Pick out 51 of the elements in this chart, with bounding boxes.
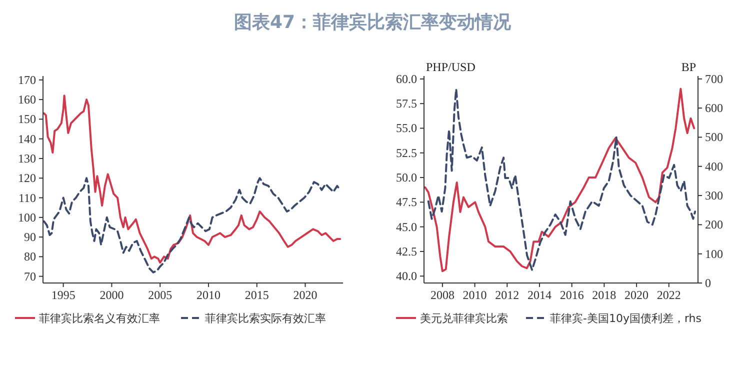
y2-tick-label: 0 <box>705 276 711 290</box>
y-tick-label: 70 <box>24 269 36 284</box>
y2-tick-label: 600 <box>705 101 723 116</box>
x-tick-label: 2010 <box>462 288 487 302</box>
x-tick-label: 2022 <box>656 288 681 302</box>
y-tick-label: 55.0 <box>396 121 417 136</box>
y-tick-label: 130 <box>18 151 36 166</box>
y-tick-label: 60.0 <box>396 72 417 86</box>
y-tick-label: 52.5 <box>396 146 417 160</box>
y-tick-label: 100 <box>18 210 36 224</box>
y2-tick-label: 500 <box>705 130 723 144</box>
y-tick-label: 90 <box>24 230 36 244</box>
y-tick-label: 140 <box>18 132 36 146</box>
y2-tick-label: 100 <box>705 246 723 261</box>
x-tick-label: 2016 <box>560 288 584 302</box>
y-tick-label: 120 <box>18 171 36 186</box>
x-tick-label: 2015 <box>244 288 269 302</box>
y2-axis-title: BP <box>681 60 696 74</box>
x-tick-label: 2014 <box>527 288 552 302</box>
x-tick-label: 1995 <box>51 288 76 302</box>
legend-label: 菲律宾-美国10y国债利差，rhs <box>550 312 702 325</box>
y-tick-label: 170 <box>18 72 36 87</box>
line-series <box>42 177 342 274</box>
y-tick-label: 47.5 <box>396 195 417 210</box>
y2-tick-label: 300 <box>705 188 723 203</box>
legend-label: 美元兑菲律宾比索 <box>420 312 508 325</box>
line-series <box>42 94 342 264</box>
y2-tick-label: 200 <box>705 218 723 232</box>
x-tick-label: 2012 <box>495 288 520 302</box>
y-tick-label: 160 <box>18 92 36 107</box>
y-axis-title: PHP/USD <box>426 60 476 74</box>
y-tick-label: 45.0 <box>396 220 417 234</box>
x-tick-label: 2000 <box>100 288 124 302</box>
y2-tick-label: 400 <box>705 159 723 174</box>
y-tick-label: 80 <box>24 250 36 264</box>
chart-title: 图表47：菲律宾比索汇率变动情况 <box>234 12 512 33</box>
y-tick-label: 42.5 <box>396 244 417 258</box>
legend-label: 菲律宾比索实际有效汇率 <box>205 312 326 325</box>
x-tick-label: 2018 <box>592 288 616 302</box>
x-tick-label: 2020 <box>624 288 649 302</box>
y-tick-label: 40.0 <box>396 269 417 284</box>
y-tick-label: 150 <box>18 112 36 126</box>
x-tick-label: 2010 <box>196 288 220 302</box>
x-tick-label: 2008 <box>430 288 454 302</box>
y-tick-label: 50.0 <box>396 170 417 185</box>
y-tick-label: 57.5 <box>396 96 417 111</box>
y-tick-label: 110 <box>18 190 36 205</box>
x-tick-label: 2020 <box>293 288 318 302</box>
y2-tick-label: 700 <box>705 72 723 86</box>
legend-label: 菲律宾比索名义有效汇率 <box>39 312 160 325</box>
x-tick-label: 2005 <box>148 288 172 302</box>
